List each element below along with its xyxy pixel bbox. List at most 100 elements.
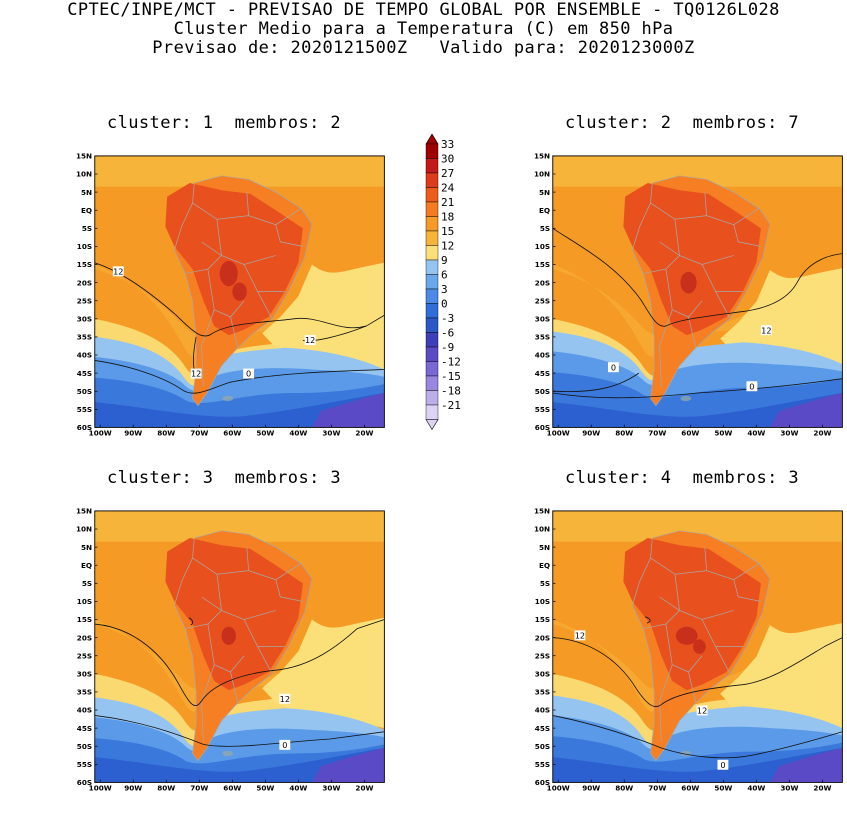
lat-label: 20S [535,633,550,642]
field-yellow-south [94,673,385,751]
border-line [216,574,276,620]
border-line [733,579,761,602]
border-line [207,623,245,673]
map-fields [94,510,385,783]
lon-label: 80W [157,784,175,793]
lat-label: 40S [535,706,550,715]
lon-label: 90W [124,429,142,438]
field-deepblue [552,393,843,428]
country-borders [632,175,771,407]
field-purple [769,393,843,428]
lat-label: 25S [77,296,92,305]
field-hot-core [165,538,303,691]
lat-label: 5S [540,579,550,588]
lon-label: 50W [256,784,274,793]
contour-label-bg [574,630,586,641]
lon-label: 40W [747,784,765,793]
lat-label: 60S [535,423,550,432]
lat-label: 30S [77,670,92,679]
contour-line [94,715,385,747]
contour-labels: 12 12 12 0 [112,266,316,379]
lat-label: 60S [535,778,550,787]
border-line [659,596,680,611]
contour-line [94,262,385,337]
lon-label: 60W [223,429,241,438]
lon-label: 20W [355,429,373,438]
colorbar-segment [425,230,439,246]
contour-label: 0 [282,740,287,750]
border-line [701,619,731,674]
lon-label: 40W [289,429,307,438]
falklands [680,395,692,402]
lon-label: 100W [89,784,112,793]
field-lightblue [552,331,843,390]
lat-label: 25S [77,651,92,660]
colorbar-label: -3 [441,312,454,325]
lon-label: 70W [190,784,208,793]
colorbar-bottom-arrow [425,419,439,431]
coastline [632,530,771,762]
contour-label-bg [190,368,202,379]
lat-label: 5S [82,579,92,588]
lat-label: 10S [77,597,92,606]
panel-4-title: cluster: 4 membros: 3 [565,468,799,488]
field-lightblue [552,695,843,755]
lon-label: 50W [256,429,274,438]
border-line [275,224,303,247]
contour-labels: 12 12 0 [574,630,729,770]
contour-label-bg [607,362,619,373]
lon-label: 20W [355,784,373,793]
lon-label: 60W [681,784,699,793]
coastline [174,175,313,407]
lon-label: 30W [780,784,798,793]
border-line [243,619,273,674]
lon-label: 50W [714,429,732,438]
lon-label: 80W [615,784,633,793]
contour-line [188,617,194,626]
border-line [201,309,215,387]
lat-label: 5N [539,543,550,552]
contour-line [552,715,843,759]
lat-label: 25S [535,651,550,660]
colorbar-segment [425,143,439,159]
lat-label: 15N [76,152,92,161]
lat-label: 15N [76,507,92,516]
contour-label-bg [717,759,729,770]
lat-label: 35S [535,688,550,697]
field-deepblue [94,748,385,783]
lat-label: 50S [535,742,550,751]
lon-label: 90W [124,784,142,793]
map-svg: 12 12 0 15N 10N 5N EQ 5S 10S 15S 20S 25S 30S 35S 40S 45… [534,507,843,793]
field-hotspot [675,626,698,645]
map-svg: 12 12 12 0 15N 10N 5N EQ 5S 10S 15S 20S 25S 30S 35S 40S… [76,152,385,438]
lat-label: 15S [535,615,550,624]
lat-label: 10N [534,525,550,534]
coastline [632,175,771,407]
lat-label: 60S [77,778,92,787]
lat-label: 10N [76,170,92,179]
border-line [674,574,734,620]
border-line [659,241,680,256]
colorbar-segment [425,404,439,420]
border-line [207,268,245,318]
lon-label: 100W [547,784,570,793]
contour-label: 12 [191,369,201,379]
lat-label: 5N [81,188,92,197]
contour-lines [552,616,843,759]
lat-label: 20S [77,278,92,287]
border-line [701,264,731,319]
map-panel-cluster-2: 12 0 0 15N 10N 5N EQ 5S 10S 15S 20S 25S 30S 35S 40S 45S… [522,138,846,458]
field-hotspot [219,260,238,287]
lat-label: 45S [77,369,92,378]
lat-label: 30S [77,315,92,324]
lon-label: 90W [582,429,600,438]
lat-label: 60S [77,423,92,432]
colorbar-label: 24 [441,182,455,195]
contour-label-bg [304,335,316,346]
map-frame [552,155,843,428]
panel-2-title: cluster: 2 membros: 7 [565,113,799,133]
contour-labels: 12 0 0 [607,325,772,391]
contour-label-bg [279,693,291,704]
border-line [674,219,734,265]
colorbar-label: 15 [441,225,454,238]
